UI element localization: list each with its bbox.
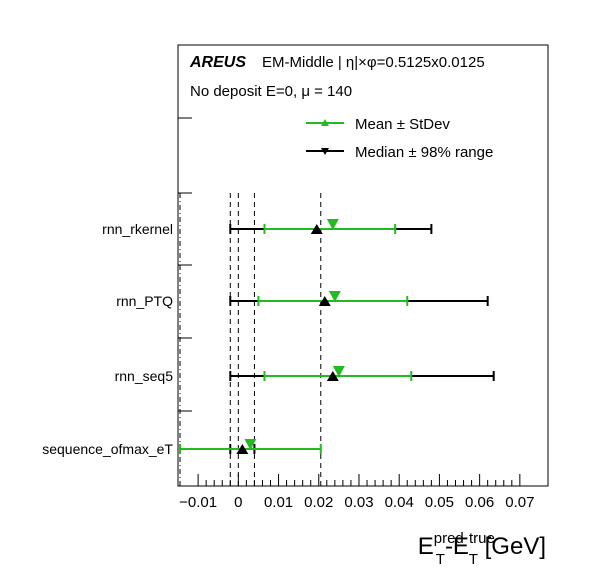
chart-marks: −0.01 0 0.01 0.02 0.03 0.04 0.05 0.06 0.07 rnn_rk…	[42, 117, 534, 511]
x-tick-label: 0.01	[264, 494, 293, 511]
x-tick-label: 0.03	[344, 494, 373, 511]
x-tick-label: 0.04	[385, 494, 414, 511]
legend-median-marker	[321, 148, 329, 155]
x-axis-title: Epred T-Etrue T [GeV]	[418, 530, 546, 568]
legend: Mean ± StDev Median ± 98% range	[306, 116, 493, 161]
x-tick-label: −0.01	[179, 494, 217, 511]
median-marker	[310, 224, 323, 234]
median-marker	[326, 371, 339, 381]
legend-mean-marker	[321, 119, 329, 126]
category-label: rnn_rkernel	[102, 221, 173, 237]
x-tick-label: 0.02	[304, 494, 333, 511]
category-label: sequence_ofmax_eT	[42, 441, 173, 457]
plot-frame	[177, 44, 549, 487]
header-line1: EM-Middle | η|×φ=0.5125x0.0125	[262, 54, 485, 71]
header-line2: No deposit E=0, μ = 140	[190, 83, 352, 100]
mean-marker	[332, 366, 345, 377]
legend-median-label: Median ± 98% range	[355, 144, 493, 161]
x-tick-label: 0.05	[425, 494, 454, 511]
mean-marker	[328, 291, 341, 302]
median-marker	[318, 296, 331, 306]
legend-mean-label: Mean ± StDev	[355, 116, 450, 133]
median-marker	[236, 444, 249, 454]
mean-marker	[244, 439, 257, 450]
x-tick-label: 0.06	[465, 494, 494, 511]
x-tick-label: 0	[234, 494, 242, 511]
category-label: rnn_PTQ	[116, 293, 173, 309]
mean-marker	[326, 219, 339, 230]
header-brand: AREUS	[189, 54, 246, 71]
x-tick-label: 0.07	[505, 494, 534, 511]
category-label: rnn_seq5	[115, 368, 174, 384]
